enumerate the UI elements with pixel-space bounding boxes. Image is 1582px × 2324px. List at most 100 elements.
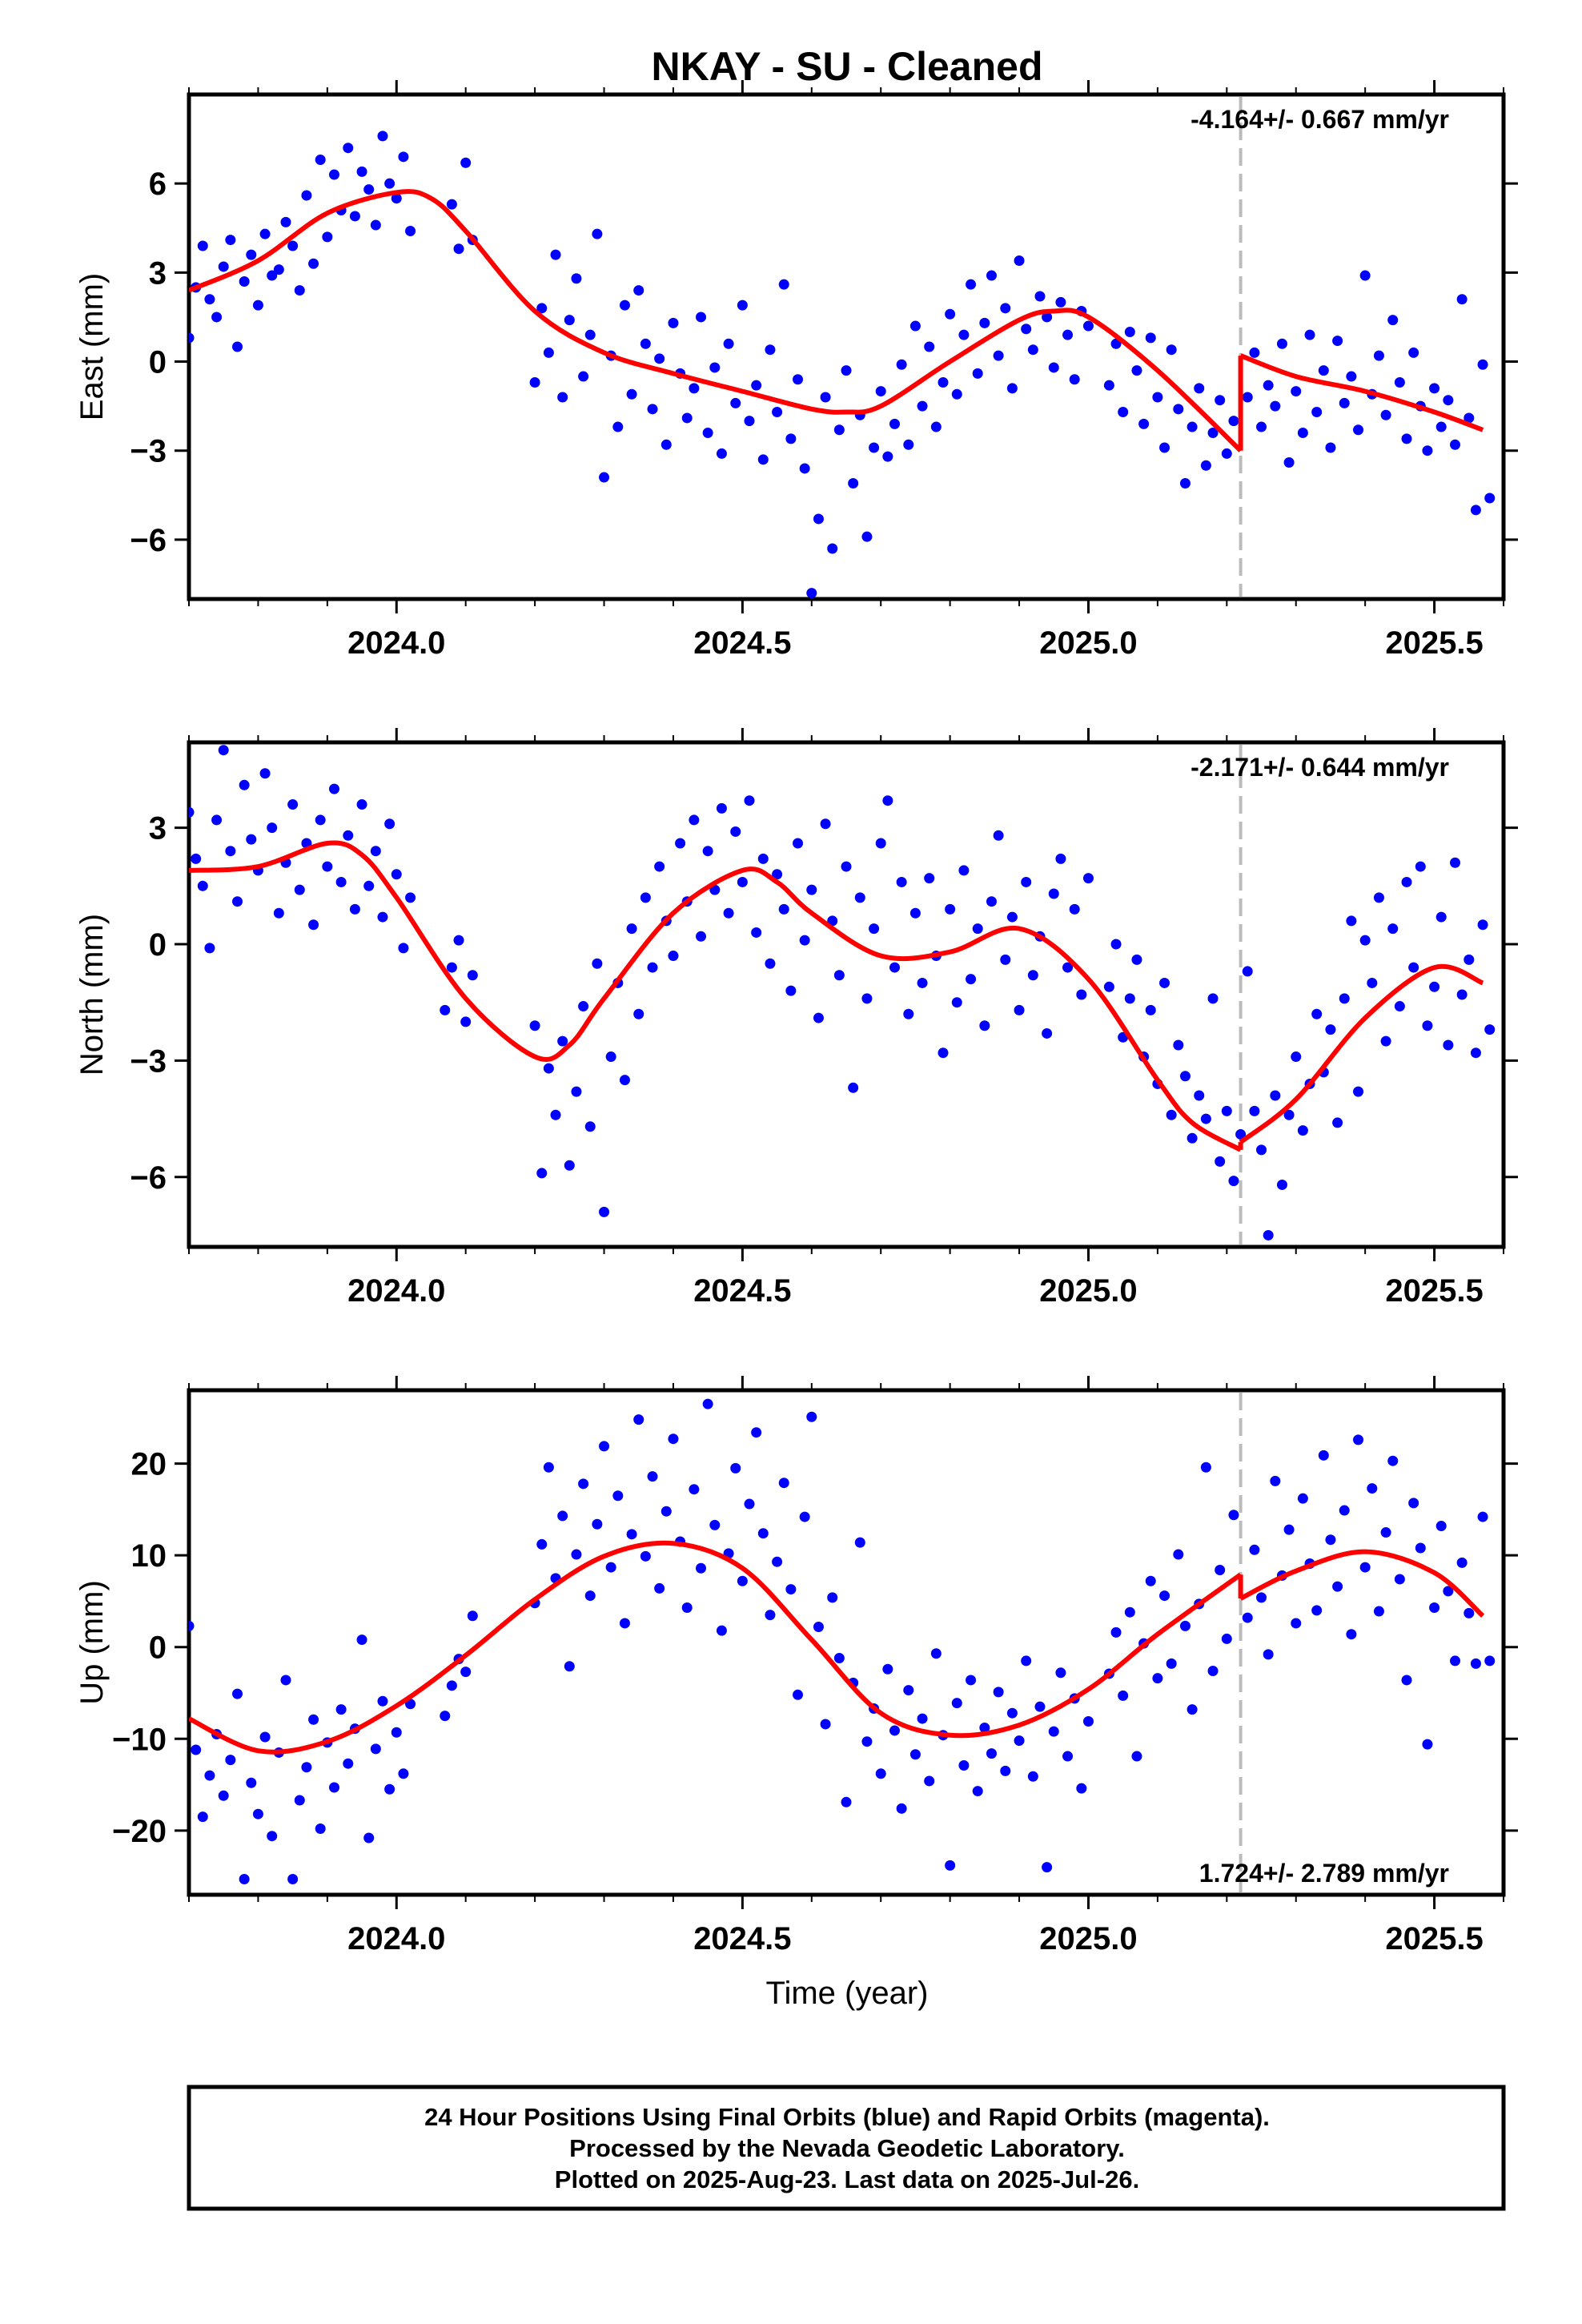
north-data-point bbox=[1311, 1008, 1323, 1019]
east-data-point bbox=[1124, 326, 1135, 337]
east-data-point bbox=[246, 249, 257, 260]
east-data-point bbox=[564, 315, 575, 326]
up-data-point bbox=[280, 1675, 291, 1686]
up-data-point bbox=[1464, 1607, 1475, 1618]
north-data-point bbox=[757, 853, 769, 864]
north-data-point bbox=[322, 861, 333, 872]
north-data-point bbox=[218, 745, 229, 756]
up-data-point bbox=[1159, 1590, 1170, 1602]
north-data-point bbox=[1124, 993, 1135, 1004]
east-data-point bbox=[966, 279, 977, 290]
north-data-point bbox=[204, 943, 215, 954]
east-data-point bbox=[1159, 442, 1170, 453]
up-data-point bbox=[197, 1811, 208, 1823]
up-data-point bbox=[1221, 1633, 1232, 1644]
figure-title: NKAY - SU - Cleaned bbox=[651, 44, 1042, 89]
east-data-point bbox=[1006, 383, 1018, 394]
north-data-point bbox=[1394, 1001, 1405, 1012]
up-data-point bbox=[917, 1713, 928, 1724]
north-data-point bbox=[869, 923, 880, 935]
north-y-tick-label: 3 bbox=[149, 811, 167, 846]
east-data-point bbox=[696, 312, 707, 323]
up-data-point bbox=[924, 1775, 935, 1787]
north-data-point bbox=[689, 814, 700, 826]
north-data-point bbox=[391, 869, 402, 880]
north-data-point bbox=[772, 869, 783, 880]
up-data-point bbox=[1297, 1493, 1308, 1504]
north-data-point bbox=[1464, 954, 1475, 965]
north-data-point bbox=[1042, 1027, 1053, 1039]
east-data-point bbox=[1387, 315, 1399, 326]
up-data-point bbox=[1456, 1557, 1468, 1568]
up-data-point bbox=[1118, 1690, 1129, 1701]
up-data-point bbox=[640, 1550, 651, 1562]
up-data-point bbox=[909, 1749, 921, 1760]
up-data-point bbox=[1422, 1739, 1433, 1750]
north-data-point bbox=[1283, 1109, 1295, 1120]
east-data-point bbox=[619, 300, 630, 311]
east-data-point bbox=[751, 380, 762, 391]
east-data-point bbox=[363, 184, 375, 195]
up-data-point bbox=[1166, 1658, 1177, 1669]
up-data-point bbox=[757, 1528, 769, 1539]
north-data-point bbox=[1415, 861, 1426, 872]
up-data-point bbox=[1367, 1483, 1378, 1494]
north-data-point bbox=[1477, 919, 1488, 931]
up-data-point bbox=[1346, 1629, 1357, 1640]
east-x-tick-label: 2024.0 bbox=[347, 625, 445, 661]
east-data-point bbox=[1380, 409, 1391, 420]
east-data-point bbox=[820, 392, 831, 403]
north-fit-curve-1 bbox=[189, 840, 1243, 1152]
east-data-point bbox=[328, 169, 339, 180]
north-data-point bbox=[702, 846, 713, 857]
up-data-point bbox=[1470, 1658, 1481, 1669]
up-data-point bbox=[189, 1620, 195, 1631]
north-data-point bbox=[716, 802, 727, 814]
up-data-point bbox=[1263, 1649, 1274, 1660]
north-data-point bbox=[1131, 954, 1142, 965]
x-axis-label: Time (year) bbox=[766, 1976, 929, 2011]
east-data-point bbox=[1311, 407, 1323, 418]
up-panel: 2024.0 2024.5 2025.0 2025.5 −20 −10 0 10 20 Up (m… bbox=[74, 1376, 1518, 1956]
east-data-point bbox=[1186, 421, 1198, 432]
north-data-point bbox=[1332, 1117, 1343, 1128]
up-data-point bbox=[536, 1538, 548, 1550]
up-fit-curve-2 bbox=[1239, 1549, 1485, 1618]
north-data-point bbox=[1387, 923, 1399, 935]
east-data-point bbox=[1477, 359, 1488, 370]
east-data-point bbox=[1304, 329, 1315, 340]
east-data-point bbox=[1346, 371, 1357, 382]
north-data-point bbox=[1166, 1109, 1177, 1120]
east-data-point bbox=[267, 270, 278, 281]
east-data-point bbox=[1042, 312, 1053, 323]
east-data-point bbox=[1152, 392, 1163, 403]
north-data-point bbox=[979, 1020, 990, 1031]
north-data-point bbox=[730, 826, 741, 837]
north-data-point bbox=[1048, 888, 1059, 899]
up-data-point bbox=[578, 1478, 589, 1490]
east-data-point bbox=[1103, 380, 1114, 391]
up-data-point bbox=[1173, 1549, 1184, 1560]
north-data-point bbox=[246, 834, 257, 845]
east-data-point bbox=[1456, 294, 1468, 305]
north-data-point bbox=[744, 795, 755, 806]
east-data-point bbox=[647, 404, 658, 415]
north-x-tick-label: 2024.5 bbox=[693, 1273, 791, 1309]
up-data-point bbox=[1179, 1620, 1191, 1631]
up-data-point bbox=[1082, 1716, 1094, 1727]
east-data-point bbox=[1138, 418, 1150, 429]
east-data-point bbox=[757, 454, 769, 465]
up-data-point bbox=[751, 1427, 762, 1438]
up-data-point bbox=[1249, 1544, 1260, 1555]
east-data-point bbox=[1048, 362, 1059, 373]
north-data-point bbox=[875, 838, 886, 849]
up-data-point bbox=[1484, 1655, 1496, 1667]
east-data-point bbox=[951, 388, 962, 400]
north-data-point bbox=[861, 993, 873, 1004]
up-data-point bbox=[737, 1575, 748, 1586]
east-data-point bbox=[557, 392, 568, 403]
east-data-point bbox=[986, 270, 997, 281]
up-data-point bbox=[204, 1770, 215, 1781]
north-data-point bbox=[1082, 873, 1094, 884]
up-y-tick-label: −10 bbox=[112, 1722, 167, 1757]
